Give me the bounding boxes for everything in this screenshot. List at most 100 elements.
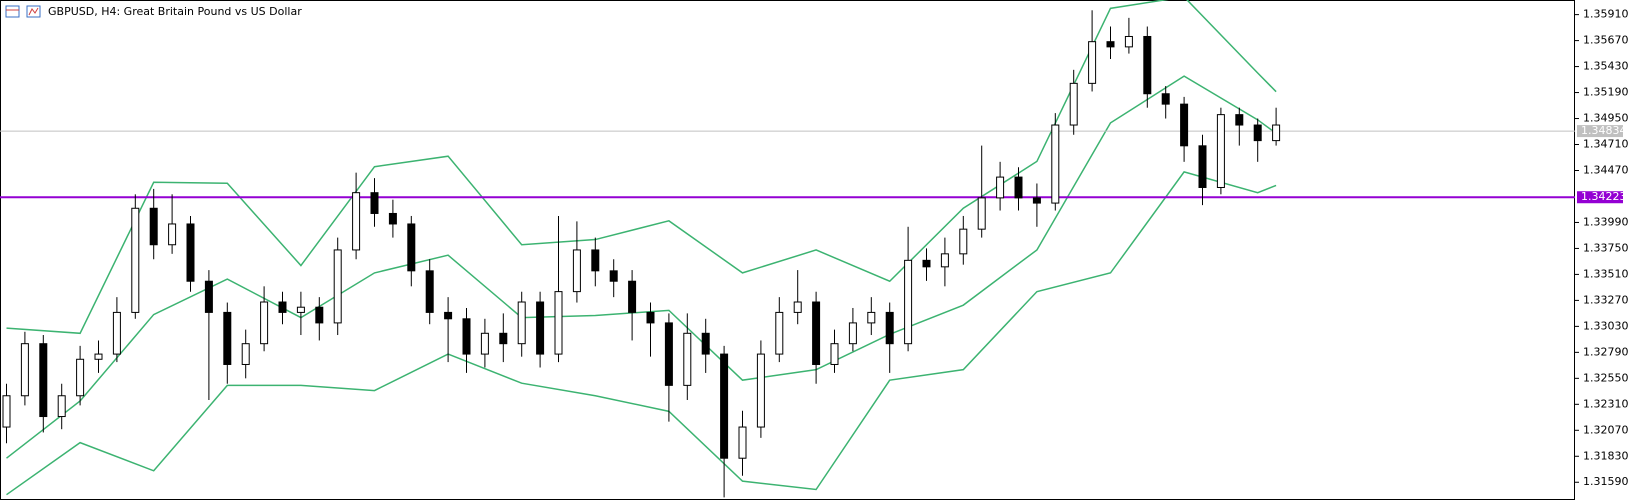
y-tick-label: 1.35670 bbox=[1583, 34, 1629, 47]
candle-body bbox=[922, 259, 931, 268]
candle-body bbox=[830, 343, 839, 365]
candle-body bbox=[683, 332, 692, 386]
candle-body bbox=[499, 332, 508, 345]
candle-body bbox=[260, 301, 269, 345]
candle-body bbox=[720, 353, 729, 459]
candle-body bbox=[388, 212, 397, 225]
candle-body bbox=[480, 332, 489, 355]
current-price-tag bbox=[1577, 125, 1623, 138]
candle-body bbox=[352, 192, 361, 251]
candle-body bbox=[1161, 93, 1170, 105]
candle-body bbox=[885, 311, 894, 345]
candle-body bbox=[333, 249, 342, 324]
candle-body bbox=[1088, 41, 1097, 84]
candle-body bbox=[609, 270, 618, 282]
y-tick-label: 1.31590 bbox=[1583, 475, 1629, 488]
candle-body bbox=[296, 306, 305, 313]
bollinger-band bbox=[6, 0, 1277, 335]
candle-body bbox=[168, 223, 177, 246]
candle-body bbox=[370, 192, 379, 214]
y-tick-label: 1.32790 bbox=[1583, 345, 1629, 358]
candle-body bbox=[1180, 103, 1189, 147]
bollinger-band bbox=[6, 75, 1277, 459]
candle-body bbox=[572, 249, 581, 293]
candle-body bbox=[701, 332, 710, 355]
candle-body bbox=[536, 301, 545, 355]
candle-body bbox=[1272, 124, 1281, 142]
hline-label: 1.34223 bbox=[1581, 190, 1627, 203]
candle-body bbox=[186, 223, 195, 282]
candle-body bbox=[112, 311, 121, 355]
icon bbox=[28, 7, 39, 16]
candle-body bbox=[996, 176, 1005, 199]
plot-frame bbox=[0, 0, 1575, 500]
candle-body bbox=[904, 259, 913, 345]
y-tick-label: 1.35910 bbox=[1583, 8, 1629, 21]
y-tick-label: 1.34950 bbox=[1583, 112, 1629, 125]
candle-body bbox=[462, 318, 471, 355]
hline-tag bbox=[1577, 191, 1623, 204]
candle-body bbox=[94, 353, 103, 360]
candle-body bbox=[1124, 35, 1133, 48]
candle-body bbox=[1235, 114, 1244, 126]
candle-body bbox=[977, 197, 986, 230]
candle-body bbox=[149, 207, 158, 246]
candle-body bbox=[756, 353, 765, 428]
y-tick-label: 1.33750 bbox=[1583, 241, 1629, 254]
candle-body bbox=[444, 311, 453, 320]
candle-body bbox=[315, 306, 324, 324]
y-tick-label: 1.32310 bbox=[1583, 397, 1629, 410]
y-tick-label: 1.31830 bbox=[1583, 449, 1629, 462]
plot bbox=[0, 0, 1575, 498]
candle-body bbox=[1143, 35, 1152, 95]
icon bbox=[5, 5, 20, 18]
candle-body bbox=[517, 301, 526, 345]
candle-body bbox=[1032, 197, 1041, 204]
candle-body bbox=[1106, 41, 1115, 48]
candle-body bbox=[20, 343, 29, 397]
candle-body bbox=[867, 311, 876, 324]
y-tick-label: 1.35190 bbox=[1583, 86, 1629, 99]
candle-body bbox=[775, 311, 784, 355]
candle-body bbox=[738, 426, 747, 459]
candle-body bbox=[554, 291, 563, 355]
candle-body bbox=[131, 207, 140, 313]
candle-body bbox=[812, 301, 821, 365]
candle-body bbox=[204, 280, 213, 313]
y-tick-label: 1.33270 bbox=[1583, 293, 1629, 306]
chart-title: GBPUSD, H4: Great Britain Pound vs US Do… bbox=[48, 5, 302, 18]
candle-body bbox=[223, 311, 232, 365]
y-tick-label: 1.34470 bbox=[1583, 163, 1629, 176]
menu-icons bbox=[5, 5, 41, 18]
y-tick-label: 1.33990 bbox=[1583, 215, 1629, 228]
y-tick-label: 1.32550 bbox=[1583, 371, 1629, 384]
y-tick-label: 1.33510 bbox=[1583, 267, 1629, 280]
candle-body bbox=[1069, 82, 1078, 126]
candle-body bbox=[76, 358, 85, 397]
candle-body bbox=[940, 253, 949, 268]
candle-body bbox=[425, 270, 434, 313]
candle-body bbox=[2, 395, 11, 428]
candle-body bbox=[39, 343, 48, 418]
candle-body bbox=[664, 322, 673, 386]
candle-body bbox=[1253, 124, 1262, 142]
candle-body bbox=[1051, 124, 1060, 204]
candle-body bbox=[628, 280, 637, 313]
candle-body bbox=[591, 249, 600, 272]
candle-body bbox=[1014, 176, 1023, 199]
y-tick-label: 1.34710 bbox=[1583, 138, 1629, 151]
y-tick-label: 1.33030 bbox=[1583, 319, 1629, 332]
candle-body bbox=[646, 311, 655, 324]
candle-body bbox=[241, 343, 250, 365]
candle-body bbox=[1198, 145, 1207, 188]
y-tick-label: 1.32070 bbox=[1583, 423, 1629, 436]
candle-body bbox=[407, 223, 416, 272]
candle-body bbox=[278, 301, 287, 313]
current-price-label: 1.34834 bbox=[1581, 124, 1627, 137]
candle-body bbox=[57, 395, 66, 418]
candle-body bbox=[848, 322, 857, 345]
candle-body bbox=[959, 228, 968, 255]
candle-body bbox=[793, 301, 802, 313]
candle-body bbox=[1216, 114, 1225, 188]
